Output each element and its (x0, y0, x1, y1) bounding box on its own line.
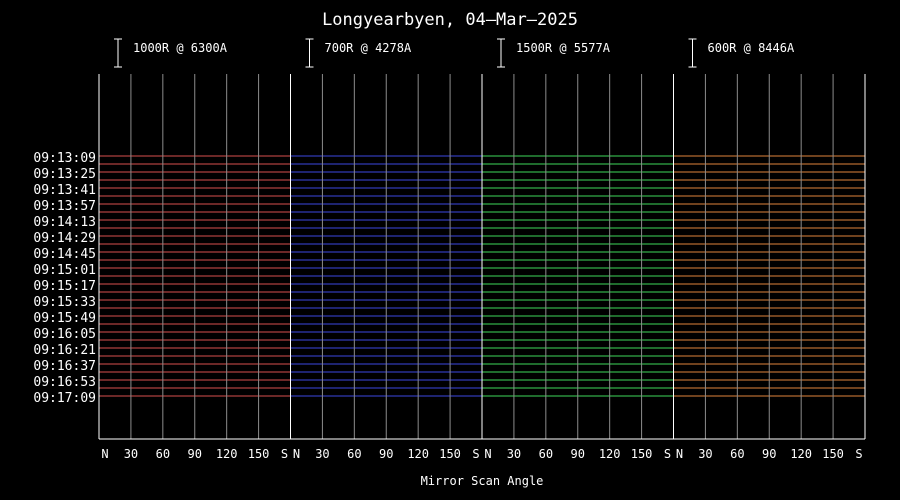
x-tick-label: 120 (407, 447, 429, 461)
x-tick-label: N (676, 447, 683, 461)
angle-axis-labels: N 30 60 90 120 150 S N 30 60 90 120 150 S N 30 60 90 120 15… (101, 447, 862, 461)
time-label: 09:16:21 (33, 343, 96, 358)
x-tick-label: S (855, 447, 862, 461)
channel-panels: 1000R @ 6300A 700R @ 4278A 1500R @ 5577A 60… (98, 38, 866, 440)
channel-panel-1: 1000R @ 6300A (98, 38, 291, 440)
x-tick-label: N (484, 447, 491, 461)
x-tick-label: S (664, 447, 671, 461)
x-tick-label: 120 (790, 447, 812, 461)
x-tick-label: 90 (188, 447, 202, 461)
channel-scale-label: 700R @ 4278A (325, 41, 412, 55)
x-tick-label: 30 (315, 447, 329, 461)
x-tick-label: 30 (698, 447, 712, 461)
channel-scale-label: 600R @ 8446A (708, 41, 795, 55)
time-label: 09:15:01 (33, 263, 96, 278)
x-tick-label: 120 (599, 447, 621, 461)
chart-title: Longyearbyen, 04—Mar—2025 (322, 10, 578, 30)
x-tick-label: 60 (539, 447, 553, 461)
time-label: 09:16:53 (33, 375, 96, 390)
time-label: 09:15:33 (33, 295, 96, 310)
x-tick-label: 90 (379, 447, 393, 461)
channel-scale-label: 1000R @ 6300A (133, 41, 228, 55)
time-label: 09:13:41 (33, 183, 96, 198)
time-axis-labels: 09:13:0909:13:2509:13:4109:13:5709:14:13… (33, 151, 96, 406)
x-tick-label: 60 (730, 447, 744, 461)
x-tick-label: 150 (439, 447, 461, 461)
channel-panel-2: 700R @ 4278A (290, 38, 483, 440)
x-tick-label: 120 (216, 447, 238, 461)
x-tick-label: 30 (507, 447, 521, 461)
x-tick-label: N (101, 447, 108, 461)
time-label: 09:17:09 (33, 391, 96, 406)
x-tick-label: S (472, 447, 479, 461)
time-label: 09:14:13 (33, 215, 96, 230)
time-label: 09:16:05 (33, 327, 96, 342)
x-tick-label: 60 (347, 447, 361, 461)
x-tick-label: 60 (156, 447, 170, 461)
time-label: 09:13:09 (33, 151, 96, 166)
x-tick-label: S (281, 447, 288, 461)
x-tick-label: 150 (248, 447, 270, 461)
time-label: 09:15:49 (33, 311, 96, 326)
x-tick-label: 30 (124, 447, 138, 461)
x-tick-label: 90 (571, 447, 585, 461)
channel-scale-label: 1500R @ 5577A (516, 41, 611, 55)
x-axis-label: Mirror Scan Angle (421, 474, 544, 488)
time-label: 09:14:29 (33, 231, 96, 246)
x-tick-label: N (293, 447, 300, 461)
time-label: 09:15:17 (33, 279, 96, 294)
channel-panel-3: 1500R @ 5577A (481, 38, 674, 440)
x-tick-label: 90 (762, 447, 776, 461)
time-label: 09:14:45 (33, 247, 96, 262)
channel-panel-4: 600R @ 8446A (673, 38, 866, 440)
x-tick-label: 150 (822, 447, 844, 461)
time-label: 09:16:37 (33, 359, 96, 374)
time-label: 09:13:57 (33, 199, 96, 214)
x-tick-label: 150 (631, 447, 653, 461)
time-label: 09:13:25 (33, 167, 96, 182)
